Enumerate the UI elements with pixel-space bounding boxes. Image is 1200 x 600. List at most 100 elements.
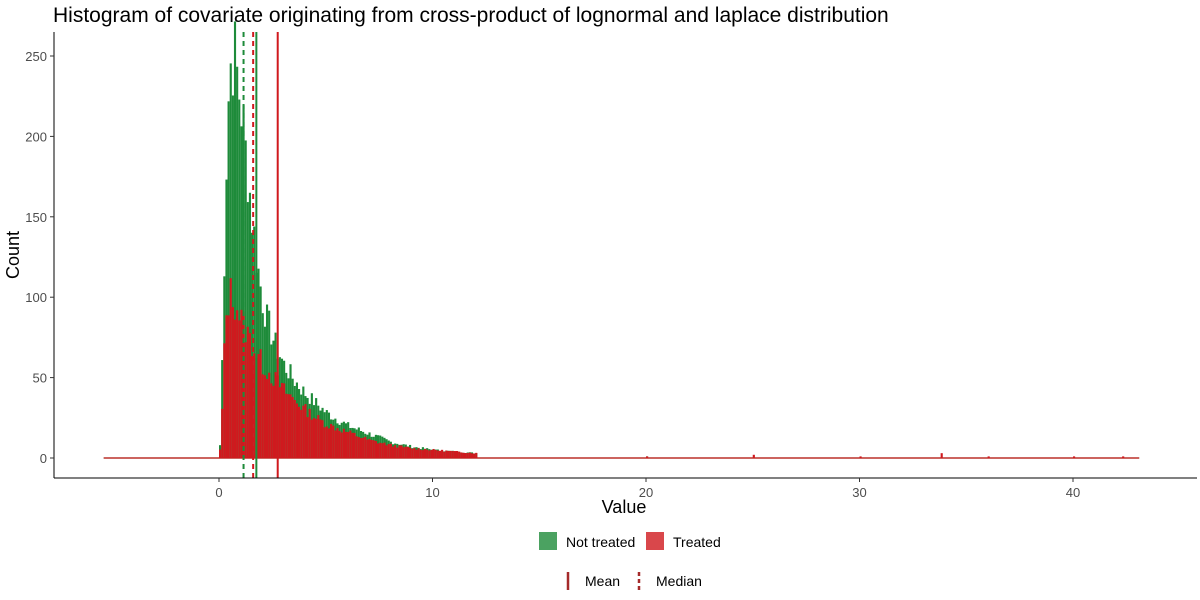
histogram-bar — [366, 439, 369, 458]
histogram-bar — [317, 415, 320, 458]
histogram-bar — [443, 451, 446, 458]
histogram-bar — [229, 63, 232, 459]
histogram-bar — [263, 375, 266, 458]
histogram-bar — [315, 418, 318, 458]
histogram-bar — [327, 428, 331, 458]
histogram-bar — [466, 452, 469, 458]
legend-swatch-not-treated — [539, 532, 557, 550]
histogram-bar — [349, 430, 352, 458]
x-tick-label: 30 — [852, 485, 866, 500]
histogram-bar — [321, 420, 324, 458]
histogram-bar — [340, 432, 343, 458]
histogram-bar — [308, 408, 311, 458]
histogram-bar — [246, 326, 249, 458]
histogram-bar — [257, 354, 260, 458]
histogram-bar — [347, 431, 350, 458]
y-axis-title: Count — [3, 231, 23, 279]
histogram-bar — [460, 452, 463, 458]
histogram-bar — [752, 454, 755, 458]
histogram-bar — [225, 315, 228, 458]
histogram-bar — [344, 431, 348, 458]
histogram-bar — [447, 451, 450, 458]
histogram-bar — [233, 319, 237, 458]
histogram-bar — [231, 307, 234, 458]
x-tick-label: 40 — [1066, 485, 1080, 500]
histogram-bar — [385, 445, 388, 458]
histogram-bar — [334, 430, 337, 458]
legend-label-not-treated: Not treated — [566, 534, 635, 550]
histogram-bar — [306, 417, 309, 458]
plot-area — [103, 21, 1140, 478]
legend-swatch-treated — [646, 532, 664, 550]
histogram-bar — [387, 443, 390, 458]
histogram-bar — [229, 278, 232, 458]
histogram-bar — [396, 447, 399, 458]
histogram-bar — [646, 456, 649, 458]
histogram-bar — [859, 456, 862, 458]
histogram-bar — [409, 447, 412, 458]
histogram-bar — [285, 393, 288, 458]
histogram-bar — [248, 192, 252, 458]
histogram-bar — [453, 451, 456, 458]
histogram-bar — [338, 430, 341, 458]
histogram-bar — [426, 449, 429, 458]
histogram-bar — [272, 385, 275, 458]
legend-label-median: Median — [656, 573, 702, 589]
histogram-bar — [376, 443, 380, 458]
histogram-bar — [374, 441, 377, 458]
histogram-bar — [242, 105, 245, 459]
histogram-bar — [251, 232, 254, 458]
histogram-bar — [445, 450, 448, 458]
histogram-bar — [268, 372, 271, 458]
histogram-bar — [473, 453, 476, 458]
histogram-bar — [261, 374, 264, 458]
legend-label-mean: Mean — [585, 573, 620, 589]
x-axis-title: Value — [602, 497, 647, 517]
chart-title: Histogram of covariate originating from … — [53, 4, 889, 27]
histogram-bar — [351, 432, 354, 458]
y-tick-label: 100 — [25, 290, 47, 305]
histogram-bar — [394, 445, 397, 458]
histogram-bar — [291, 397, 294, 458]
reference-lines — [242, 32, 279, 478]
histogram-bar — [223, 343, 226, 458]
histogram-bar — [470, 453, 474, 458]
histogram-bar — [402, 447, 405, 458]
histogram-bar — [253, 226, 256, 458]
histogram-bar — [253, 353, 256, 458]
histogram-bar — [297, 406, 301, 458]
histogram-bar — [434, 449, 437, 458]
histogram-bar — [300, 409, 303, 458]
histogram-bar — [449, 450, 452, 458]
x-axis-ticks: 0 10 20 30 40 — [215, 478, 1080, 500]
histogram-bar — [362, 437, 365, 458]
histogram-bar — [404, 446, 407, 458]
histogram-bar — [417, 448, 420, 458]
y-axis-ticks: 0 50 100 150 200 250 — [25, 49, 54, 466]
histogram-bar — [304, 404, 307, 458]
histogram-bar — [342, 428, 345, 458]
histogram-bar — [413, 447, 416, 458]
histogram-bar — [280, 382, 284, 458]
histogram-bar — [438, 450, 442, 458]
histogram-bar — [415, 449, 418, 458]
histogram-bar — [383, 442, 386, 458]
histogram-bar — [430, 450, 433, 458]
histogram-bar — [278, 387, 281, 458]
histogram-bar — [455, 451, 459, 458]
y-tick-label: 200 — [25, 129, 47, 144]
histogram-bar — [251, 356, 254, 458]
histogram-bar — [248, 333, 252, 458]
histogram-bar — [238, 320, 241, 458]
histogram-bar — [219, 449, 222, 458]
histogram-bar — [221, 408, 224, 458]
histogram-bar — [270, 383, 273, 458]
legend-lines: Mean Median — [566, 572, 702, 590]
y-tick-label: 150 — [25, 210, 47, 225]
histogram-bar — [231, 95, 234, 458]
histogram-bar — [379, 442, 382, 458]
histogram-bar — [236, 66, 239, 459]
histogram-bar — [238, 99, 241, 458]
histogram-bar — [240, 309, 243, 458]
